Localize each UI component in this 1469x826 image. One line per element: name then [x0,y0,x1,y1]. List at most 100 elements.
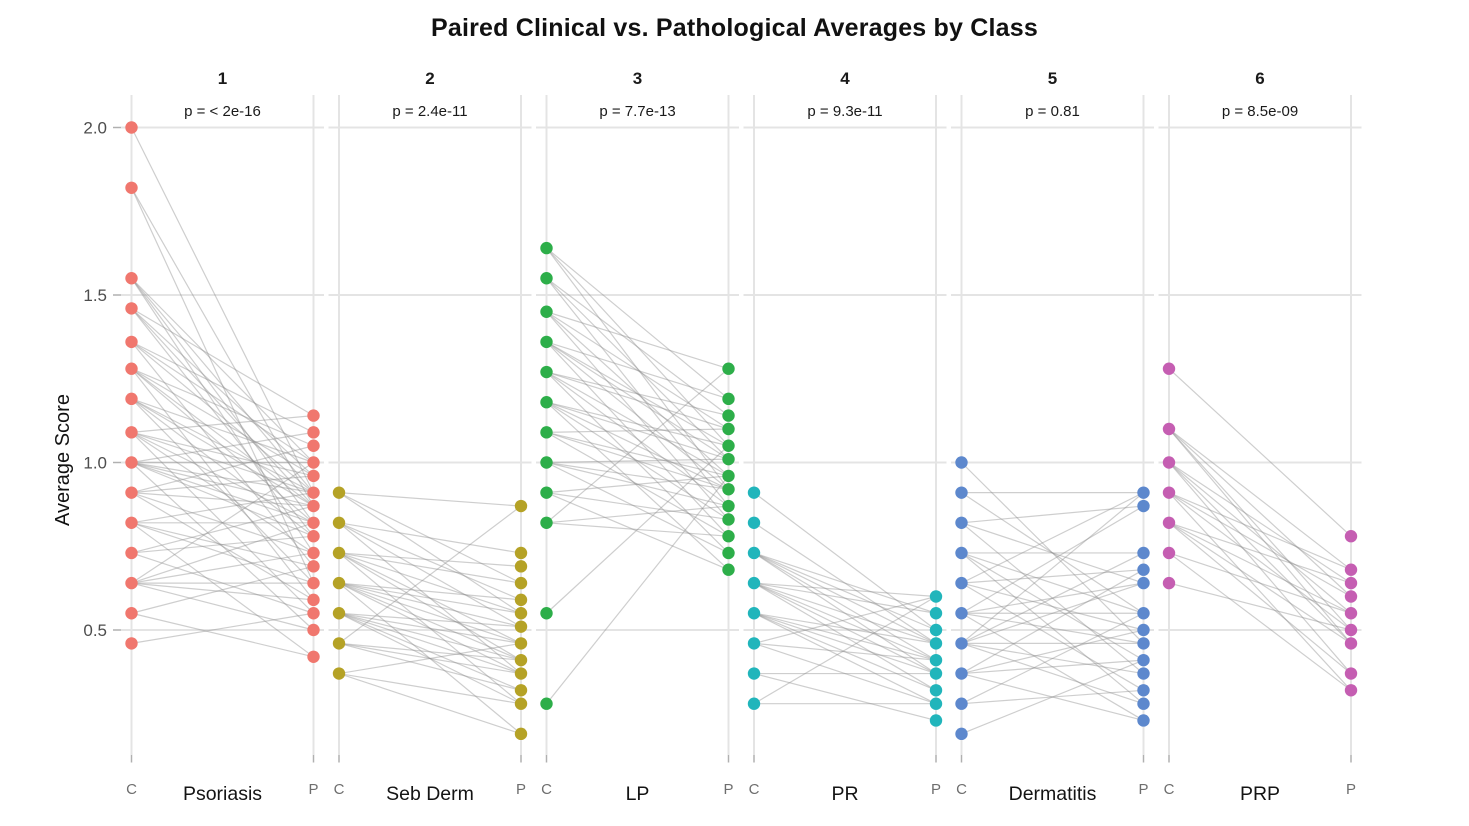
pair-line [338,612,522,705]
pair-line [546,277,729,507]
pair-line [753,492,937,631]
pair-line [753,582,937,614]
pair-line [546,461,729,554]
pair-line [753,612,937,691]
data-point-pathological [1137,546,1150,560]
pair-line [131,398,314,537]
data-point-clinical [125,121,138,134]
data-point-clinical [955,727,968,741]
data-point-clinical [332,486,346,499]
data-point-clinical [125,516,138,529]
pair-line [338,612,522,644]
pair-line [546,368,729,524]
pair-line [961,569,1144,675]
data-point-clinical [747,637,761,650]
pair-line [961,659,1144,735]
data-point-pathological [514,560,528,573]
pair-line [753,522,937,644]
data-point-clinical [955,486,968,499]
data-point-clinical [125,426,138,439]
data-point-pathological [307,486,320,499]
data-point-clinical [540,241,553,255]
data-point-clinical [125,456,138,469]
data-point-clinical [1162,576,1176,590]
pair-line [1168,522,1352,614]
data-point-clinical [1162,422,1176,436]
pair-line [131,307,314,507]
x-tick-label-p: P [723,781,733,798]
pair-line [1168,552,1352,614]
data-point-pathological [929,590,943,603]
pair-line [961,689,1144,705]
data-point-clinical [540,305,553,318]
pair-line [131,582,314,601]
pair-line [131,522,314,584]
pair-line [961,672,1144,722]
pair-line [131,341,314,567]
pair-line [131,612,314,644]
pair-line [338,642,522,691]
pair-line [338,642,522,661]
pair-line [338,582,522,601]
pair-line [338,505,522,644]
pair-line [338,612,522,691]
data-point-clinical [747,607,761,620]
data-point-clinical [747,486,761,499]
pair-line [338,642,522,675]
data-point-clinical [1162,516,1176,529]
pair-line [1168,428,1352,597]
pair-line [338,612,522,628]
pair-line [131,431,314,554]
pair-line [546,475,729,705]
data-point-pathological [929,623,943,637]
pair-line [131,461,314,537]
pair-line [546,401,729,447]
pair-line [338,552,522,584]
pair-line [131,522,314,584]
pair-line [338,552,522,614]
x-tick-label-p: P [516,781,526,798]
pair-line [546,371,729,554]
y-tick-label: 2.0 [83,119,107,138]
x-tick-label-c: C [956,781,967,798]
pair-line [131,341,314,494]
data-point-clinical [332,667,346,680]
pair-line [338,552,522,705]
x-tick-label-p: P [308,781,318,798]
data-point-pathological [1344,576,1358,590]
data-point-pathological [1137,499,1150,513]
data-point-pathological [1344,590,1358,603]
pair-line [1168,428,1352,631]
data-point-pathological [722,452,735,466]
data-point-clinical [955,697,968,710]
pair-line [338,552,522,567]
pair-line [546,247,729,447]
data-point-clinical [125,272,138,285]
class-label: Seb Derm [386,783,474,805]
data-point-pathological [722,483,735,496]
pair-line [546,371,729,477]
pair-line [753,672,937,722]
y-tick-label: 1.0 [83,454,107,473]
x-tick-label-p: P [1346,781,1356,798]
data-point-clinical [1162,546,1176,560]
pair-line [961,552,1144,705]
pair-line [753,552,937,614]
x-tick-label-p: P [1138,781,1148,798]
pair-line [1168,492,1352,691]
pair-line [131,368,314,601]
pair-line [338,582,522,735]
pair-line [753,552,937,661]
pair-line [131,492,314,601]
pair-line [546,341,729,400]
data-point-pathological [1137,637,1150,650]
pair-line [131,522,314,658]
pair-line [131,431,314,464]
pair-line [131,461,314,507]
pair-line [961,492,1144,644]
pair-line [546,341,729,447]
data-point-pathological [722,499,735,513]
pair-line [753,582,937,644]
pair-line [753,552,937,675]
pair-line [961,505,1144,524]
